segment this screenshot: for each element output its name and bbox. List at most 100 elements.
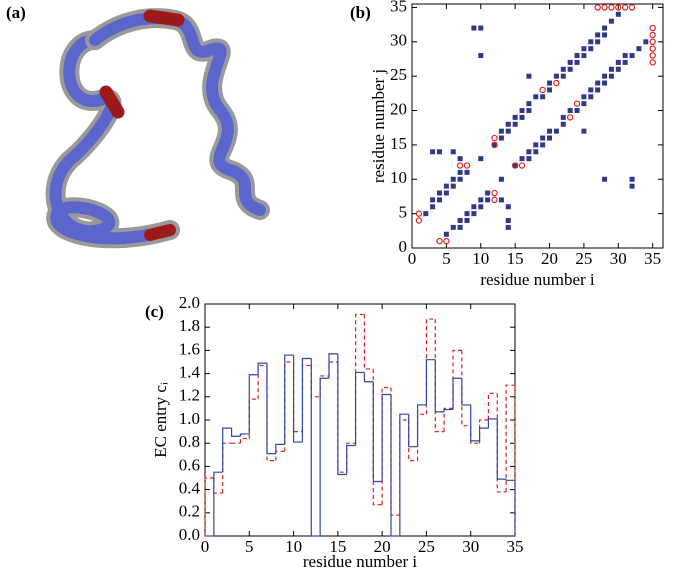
contact-circle: [649, 38, 656, 46]
step-segment: [301, 364, 312, 432]
step-segment: [443, 408, 453, 412]
contact-square: [443, 231, 449, 237]
contact-square: [560, 114, 566, 120]
contact-square: [581, 128, 587, 134]
contact-square: [643, 39, 649, 45]
step-segment: [399, 413, 409, 536]
x-tick-label: 5: [442, 249, 451, 268]
step-segment: [266, 365, 276, 462]
step-segment: [319, 377, 329, 536]
y-tick-label: 10: [390, 168, 407, 187]
panel-label: (b): [350, 3, 371, 22]
x-tick-label: 10: [472, 249, 489, 268]
contact-square: [560, 66, 566, 72]
step-segment: [266, 363, 276, 455]
x-tick-label: 30: [610, 249, 627, 268]
step-segment: [284, 361, 294, 452]
step-segment: [248, 398, 259, 439]
step-segment: [487, 392, 498, 420]
step-segment: [487, 418, 498, 429]
contact-square: [478, 53, 484, 59]
step-segment: [328, 361, 338, 376]
contact-circle: [649, 52, 656, 59]
x-tick-label: 15: [329, 537, 346, 556]
panel-label: (a): [6, 3, 26, 22]
contact-square: [540, 94, 546, 100]
y-tick-label: 0.2: [179, 502, 200, 521]
contact-square: [581, 53, 587, 59]
step-segment: [505, 384, 515, 492]
step-segment: [478, 427, 489, 441]
contact-square: [560, 73, 566, 79]
contact-square: [478, 197, 484, 203]
contact-square: [498, 197, 504, 203]
contact-circle: [594, 4, 601, 11]
x-tick-label: 5: [245, 537, 254, 556]
contact-square: [574, 59, 580, 65]
contact-square: [588, 46, 594, 52]
step-segment: [372, 368, 383, 506]
contact-square: [478, 156, 484, 162]
axes-frame: [411, 3, 664, 249]
y-tick-label: 1.8: [179, 316, 200, 335]
step-segment: [354, 371, 365, 446]
contact-square: [602, 32, 608, 38]
x-tick-label: 20: [374, 537, 391, 556]
contact-square: [478, 204, 484, 210]
contact-square: [457, 169, 463, 175]
contact-square: [602, 176, 608, 182]
x-tick-label: 25: [418, 537, 435, 556]
contact-circle: [491, 134, 498, 142]
step-segment: [470, 425, 480, 444]
contact-square: [629, 176, 635, 182]
contact-circle: [553, 79, 560, 87]
step-segment: [257, 362, 267, 375]
contact-square: [464, 211, 470, 217]
contact-square: [526, 149, 532, 155]
contact-square: [457, 176, 463, 182]
contact-circle: [518, 162, 526, 169]
contact-square: [450, 183, 456, 189]
contact-square: [581, 46, 587, 52]
y-tick-label: 20: [390, 99, 407, 118]
contact-square: [608, 73, 614, 79]
y-tick-label: 1.2: [179, 386, 200, 405]
contact-square: [567, 59, 573, 65]
x-tick-label: 0: [201, 537, 210, 556]
contact-circle: [491, 189, 498, 197]
contact-square: [505, 224, 511, 230]
step-segment: [354, 313, 365, 444]
contact-circle: [649, 59, 656, 66]
contact-square: [505, 121, 511, 127]
contact-square: [526, 73, 532, 79]
step-segment: [496, 393, 507, 493]
step-segment: [478, 419, 489, 444]
contact-square: [437, 149, 443, 155]
contact-circle: [539, 86, 546, 94]
y-tick-label: 0.4: [179, 479, 201, 498]
contact-square: [615, 66, 621, 72]
y-axis-label: residue number j: [369, 69, 388, 183]
contact-circle: [566, 114, 574, 121]
contact-circle: [491, 196, 498, 204]
contact-square: [526, 156, 532, 162]
step-segment: [496, 418, 507, 480]
contact-square: [464, 169, 470, 175]
contact-square: [443, 183, 449, 189]
step-segment: [434, 319, 445, 433]
contact-square: [595, 80, 601, 86]
x-tick-label: 25: [575, 249, 592, 268]
contact-square: [478, 25, 484, 31]
step-segment: [363, 372, 374, 383]
step-segment: [301, 357, 312, 443]
contact-square: [595, 32, 601, 38]
contact-square: [629, 183, 635, 189]
step-segment: [213, 478, 223, 494]
x-tick-label: 20: [541, 249, 558, 268]
contact-circle: [443, 237, 450, 245]
step-segment: [425, 318, 436, 415]
step-segment: [399, 419, 409, 516]
step-segment: [452, 349, 462, 409]
contact-square: [485, 190, 491, 196]
